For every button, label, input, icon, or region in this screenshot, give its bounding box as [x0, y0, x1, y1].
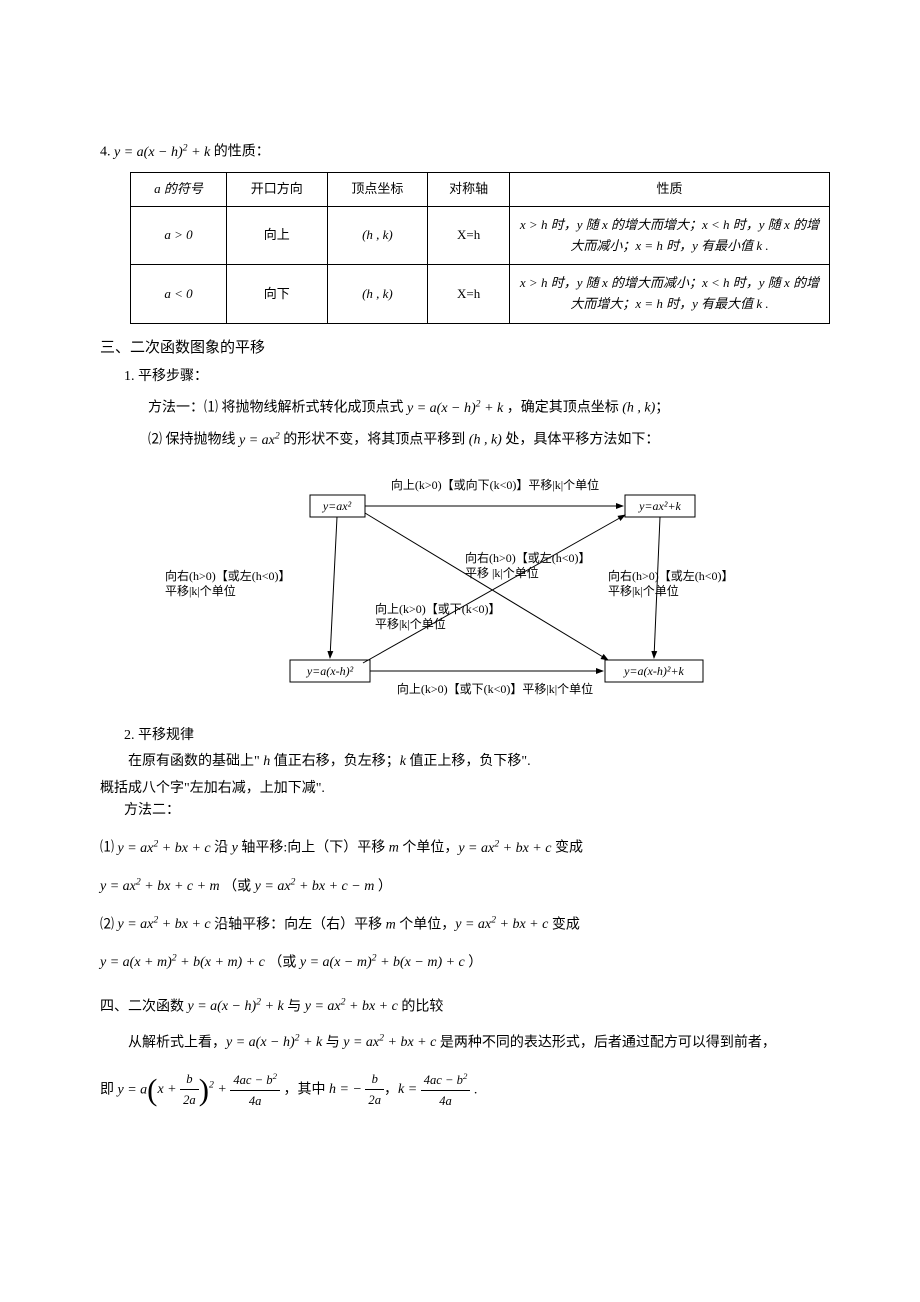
cell-axis: X=h	[428, 206, 510, 265]
th-sign: a 的符号	[131, 173, 227, 207]
table-header-row: a 的符号 开口方向 顶点坐标 对称轴 性质	[131, 173, 830, 207]
svg-text:向右(h>0)【或左(h<0)】: 向右(h>0)【或左(h<0)】	[165, 568, 291, 583]
cell-vertex: (h , k)	[327, 265, 428, 324]
item4-formula: y = a(x − h)2 + k	[114, 145, 210, 160]
svg-text:y=ax²+k: y=ax²+k	[638, 499, 681, 513]
section4-formula-line: 即 y = a(x + b2a)2 + 4ac − b24a ，其中 h = −…	[100, 1069, 820, 1111]
th-direction: 开口方向	[226, 173, 327, 207]
cell-sign: a < 0	[131, 265, 227, 324]
method2-formula1: y = ax2 + bx + c + m （或 y = ax2 + bx + c…	[100, 875, 820, 899]
th-vertex: 顶点坐标	[327, 173, 428, 207]
sub2-heading: 2. 平移规律	[124, 725, 820, 747]
cell-property: x > h 时，y 随 x 的增大而减小；x < h 时，y 随 x 的增大而增…	[510, 265, 830, 324]
cell-property: x > h 时，y 随 x 的增大而增大；x < h 时，y 随 x 的增大而减…	[510, 206, 830, 265]
method1-step2: ⑵ 保持抛物线 y = ax2 的形状不变，将其顶点平移到 (h , k) 处，…	[148, 428, 820, 452]
table-row: a < 0 向下 (h , k) X=h x > h 时，y 随 x 的增大而减…	[131, 265, 830, 324]
cell-direction: 向上	[226, 206, 327, 265]
method2-formula2: y = a(x + m)2 + b(x + m) + c （或 y = a(x …	[100, 951, 820, 975]
svg-text:平移|k|个单位: 平移|k|个单位	[608, 583, 679, 598]
item4-heading: 4. y = a(x − h)2 + k 的性质：	[100, 140, 820, 164]
svg-text:平移|k|个单位: 平移|k|个单位	[165, 583, 236, 598]
svg-text:y=a(x-h)²+k: y=a(x-h)²+k	[623, 664, 684, 678]
translation-diagram: y=ax² y=ax²+k y=a(x-h)² y=a(x-h)²+k 向上(k…	[160, 465, 760, 713]
th-property: 性质	[510, 173, 830, 207]
method2-label: 方法二：	[124, 800, 820, 822]
svg-text:平移|k|个单位: 平移|k|个单位	[375, 616, 446, 631]
cell-axis: X=h	[428, 265, 510, 324]
cell-sign: a > 0	[131, 206, 227, 265]
svg-text:y=a(x-h)²: y=a(x-h)²	[306, 664, 354, 678]
method2-item1: ⑴ y = ax2 + bx + c 沿 y 轴平移:向上（下）平移 m 个单位…	[100, 836, 820, 860]
svg-text:向右(h>0)【或左(h<0)】: 向右(h>0)【或左(h<0)】	[465, 550, 591, 565]
section4-text1: 从解析式上看，y = a(x − h)2 + k 与 y = ax2 + bx …	[100, 1031, 820, 1055]
cell-direction: 向下	[226, 265, 327, 324]
sub1-heading: 1. 平移步骤：	[124, 366, 820, 388]
svg-text:平移 |k|个单位: 平移 |k|个单位	[465, 565, 539, 580]
method2-item2: ⑵ y = ax2 + bx + c 沿轴平移：向左（右）平移 m 个单位，y …	[100, 913, 820, 937]
table-row: a > 0 向上 (h , k) X=h x > h 时，y 随 x 的增大而增…	[131, 206, 830, 265]
th-axis: 对称轴	[428, 173, 510, 207]
svg-text:向上(k>0)【或下(k<0)】: 向上(k>0)【或下(k<0)】	[375, 601, 501, 616]
sub2-text1: 在原有函数的基础上" h 值正右移，负左移；k 值正上移，负下移".	[100, 751, 820, 773]
item4-title-suffix: 的性质：	[214, 145, 270, 160]
sub2-text2: 概括成八个字"左加右减，上加下减".	[100, 778, 820, 800]
properties-table: a 的符号 开口方向 顶点坐标 对称轴 性质 a > 0 向上 (h , k) …	[130, 172, 830, 324]
svg-text:向右(h>0)【或左(h<0)】: 向右(h>0)【或左(h<0)】	[608, 568, 734, 583]
item4-number: 4.	[100, 145, 111, 160]
svg-text:y=ax²: y=ax²	[322, 499, 352, 513]
svg-text:向上(k>0)【或向下(k<0)】平移|k|个单位: 向上(k>0)【或向下(k<0)】平移|k|个单位	[391, 477, 599, 492]
diagram-svg: y=ax² y=ax²+k y=a(x-h)² y=a(x-h)²+k 向上(k…	[160, 465, 760, 705]
cell-vertex: (h , k)	[327, 206, 428, 265]
section3-title: 三、二次函数图象的平移	[100, 336, 820, 360]
method1-step1: 方法一：⑴ 将抛物线解析式转化成顶点式 y = a(x − h)2 + k ，确…	[148, 396, 820, 420]
svg-text:向上(k>0)【或下(k<0)】平移|k|个单位: 向上(k>0)【或下(k<0)】平移|k|个单位	[397, 681, 593, 696]
section4-title: 四、二次函数 y = a(x − h)2 + k 与 y = ax2 + bx …	[100, 995, 820, 1019]
